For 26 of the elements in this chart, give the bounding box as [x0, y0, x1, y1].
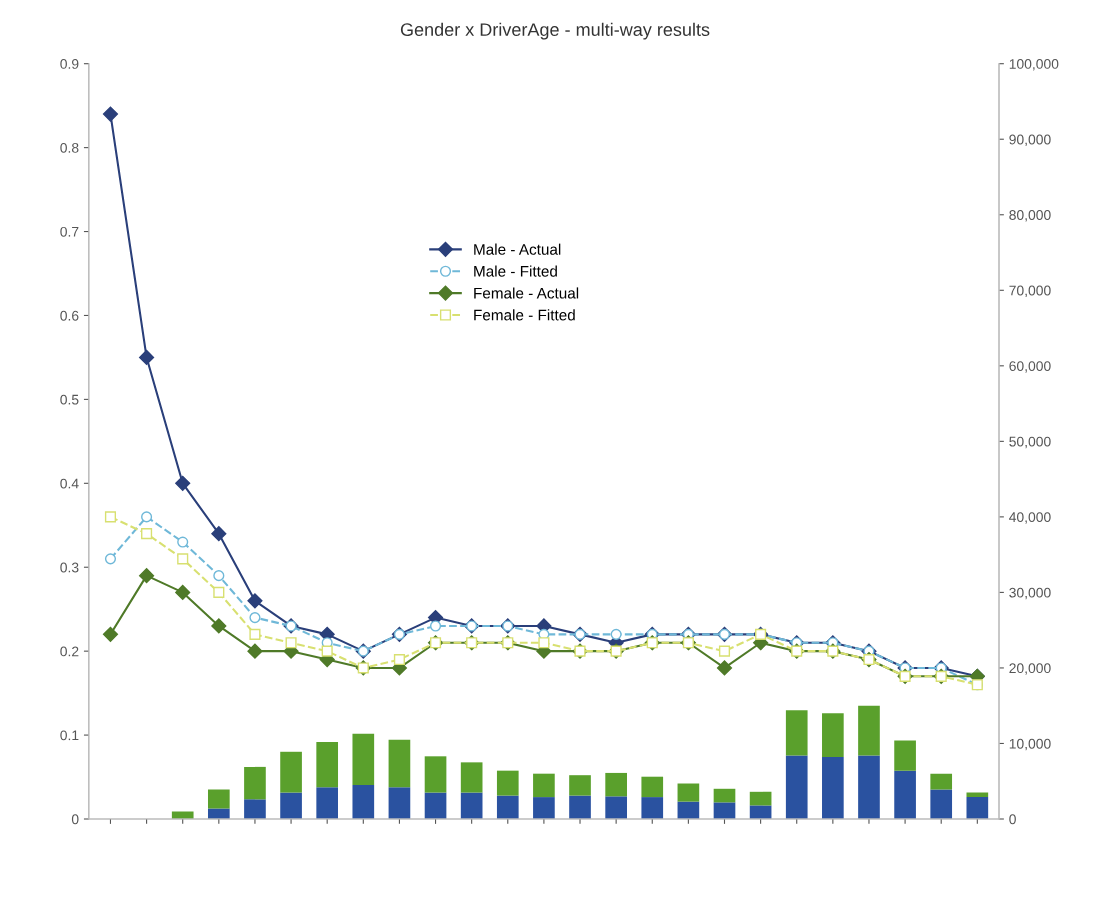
y2-tick-label: 0 [1009, 814, 1016, 825]
y-tick-label: 0 [71, 814, 79, 825]
y2-tick-label: 50,000 [1009, 436, 1051, 449]
chart-title: Gender x DriverAge - multi-way results [400, 22, 710, 40]
y2-tick-label: 70,000 [1009, 285, 1051, 298]
y2-tick-label: 40,000 [1009, 512, 1051, 524]
y2-tick-label: 30,000 [1009, 587, 1051, 600]
y-tick-label: 0.8 [60, 142, 79, 153]
y-tick-label: 0.2 [60, 646, 79, 657]
y-tick-label: 0.9 [60, 59, 79, 69]
y2-tick-label: 60,000 [1009, 361, 1051, 373]
y2-tick-label: 90,000 [1009, 134, 1051, 147]
y-tick-label: 0.6 [60, 310, 79, 321]
y2-tick-label: 80,000 [1009, 210, 1051, 222]
y-tick-label: 0.4 [60, 478, 79, 489]
legend-label: Female - Fitted [474, 309, 575, 321]
legend-label: Male - Actual [474, 243, 561, 255]
y2-tick-label: 20,000 [1009, 663, 1051, 675]
y-tick-label: 0.7 [60, 226, 79, 237]
y-tick-label: 0.3 [60, 562, 79, 573]
y2-tick-label: 100,000 [1009, 59, 1059, 71]
legend-label: Female - Actual [474, 287, 579, 299]
legend-label: Male - Fitted [474, 265, 557, 277]
y-tick-label: 0.5 [60, 394, 79, 405]
y-tick-label: 0.1 [60, 730, 79, 741]
y2-tick-label: 10,000 [1009, 738, 1051, 751]
